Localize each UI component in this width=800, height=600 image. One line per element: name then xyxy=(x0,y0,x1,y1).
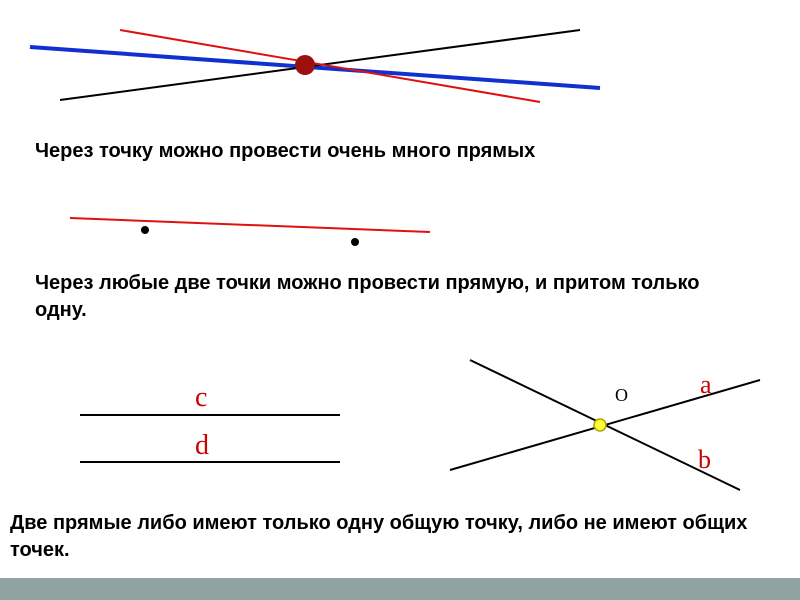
text-line-1: Через точку можно провести очень много п… xyxy=(35,140,755,163)
slide-container: Через точку можно провести очень много п… xyxy=(0,0,800,600)
label-O: О xyxy=(615,385,628,406)
label-d: d xyxy=(195,430,209,462)
label-c: c xyxy=(195,382,207,414)
diagram-parallel-lines xyxy=(0,390,360,490)
diagram-lines-through-point xyxy=(0,0,620,120)
label-b: b xyxy=(698,445,711,475)
footer-bar xyxy=(0,578,800,600)
text-line-2: Через любые две точки можно провести пря… xyxy=(35,270,735,324)
text-line-3: Две прямые либо имеют только одну общую … xyxy=(10,510,780,564)
diagram-intersecting-lines xyxy=(440,350,780,510)
label-a: a xyxy=(700,370,712,400)
diagram-two-points-line xyxy=(0,195,460,255)
